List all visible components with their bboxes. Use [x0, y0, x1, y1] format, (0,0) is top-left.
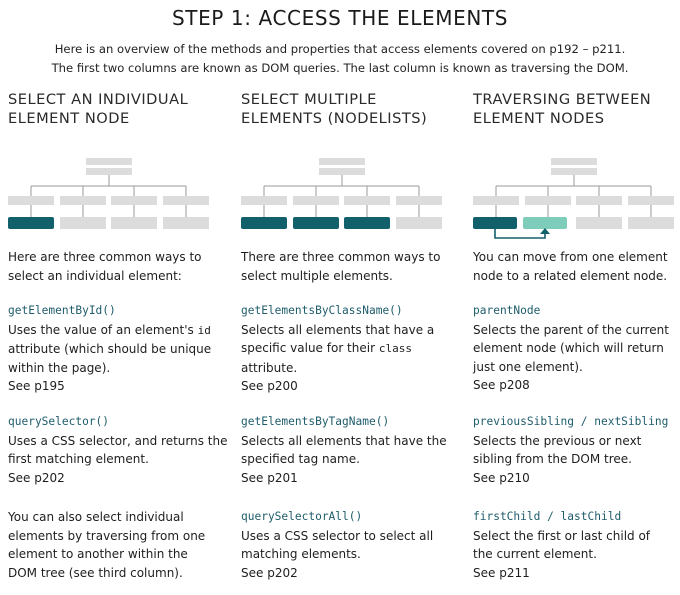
tree-node: [111, 196, 157, 205]
property-description: Selects the parent of the current elemen…: [473, 322, 669, 374]
heading-line-2: ELEMENT NODES: [473, 110, 605, 127]
column-heading: TRAVERSING BETWEEN ELEMENT NODES: [473, 90, 680, 130]
method-description: Uses a CSS selector, and returns the fir…: [8, 433, 228, 467]
property-name: parentNode: [473, 304, 541, 317]
property-name: firstChild / lastChild: [473, 510, 622, 523]
method-name: querySelector(): [8, 415, 110, 428]
arrow-head-icon: [540, 228, 550, 234]
tree-node-head: [86, 168, 132, 175]
page-reference: See p195: [8, 379, 65, 393]
heading-line-2: ELEMENT NODE: [8, 110, 130, 127]
page-title: STEP 1: ACCESS THE ELEMENTS: [171, 6, 509, 30]
property-entry-sibling: previousSibling / nextSibling Selects th…: [473, 413, 678, 487]
method-name: querySelectorAll(): [241, 510, 363, 523]
tree-node-selected: [241, 217, 287, 229]
tree-node-selected: [293, 217, 339, 229]
column-multiple: SELECT MULTIPLE ELEMENTS (NODELISTS): [241, 90, 463, 580]
traverse-arrow: [494, 229, 546, 239]
tree-node: [163, 217, 209, 229]
column-heading: SELECT MULTIPLE ELEMENTS (NODELISTS): [241, 90, 463, 130]
column-lead: There are three common ways to select mu…: [241, 250, 441, 283]
method-entry-getelementsbytagname: getElementsByTagName() Selects all eleme…: [241, 413, 451, 487]
heading-line-1: SELECT AN INDIVIDUAL: [8, 91, 189, 108]
property-description: Select the first or last child of the cu…: [473, 528, 651, 562]
tree-node: [111, 217, 157, 229]
page-reference: See p210: [473, 470, 530, 485]
property-description: Selects the previous or next sibling fro…: [473, 433, 642, 467]
column-lead: Here are three common ways to select an …: [8, 250, 202, 283]
heading-line-1: SELECT MULTIPLE: [241, 91, 377, 108]
dom-tree-svg: [241, 158, 442, 229]
traversal-note: You can also select individual elements …: [8, 508, 208, 582]
note-text: You can also select individual elements …: [8, 510, 206, 580]
method-description: Selects all elements that have the speci…: [241, 433, 447, 467]
tree-node-related: [523, 217, 567, 229]
heading-line-1: TRAVERSING BETWEEN: [473, 91, 652, 108]
dom-tree-diagram: [241, 148, 451, 248]
dom-tree-diagram: [473, 148, 680, 248]
page-reference: See p202: [241, 565, 298, 580]
method-description: Uses a CSS selector to select all matchi…: [241, 528, 434, 562]
intro-line-2: The first two columns are known as DOM q…: [51, 61, 629, 75]
tree-node-selected: [8, 217, 54, 229]
property-name: previousSibling / nextSibling: [473, 415, 669, 428]
page-reference: See p208: [473, 378, 530, 392]
method-entry-queryselector: querySelector() Uses a CSS selector, and…: [8, 413, 234, 487]
dom-tree-svg: [8, 158, 209, 229]
method-entry-queryselectorall: querySelectorAll() Uses a CSS selector t…: [241, 508, 446, 582]
tree-node: [60, 196, 106, 205]
dom-tree-diagram: [8, 148, 218, 248]
tree-node-current: [473, 217, 517, 229]
method-name: getElementsByClassName(): [241, 304, 403, 317]
page-reference: See p200: [241, 379, 298, 393]
page-reference: See p211: [473, 565, 530, 580]
intro-line-1: Here is an overview of the methods and p…: [54, 42, 626, 56]
tree-node-selected: [344, 217, 390, 229]
column-lead: You can move from one element node to a …: [473, 250, 668, 283]
column-individual: SELECT AN INDIVIDUAL ELEMENT NODE: [8, 90, 230, 580]
column-traversing: TRAVERSING BETWEEN ELEMENT NODES: [473, 90, 680, 580]
tree-node-root: [86, 158, 132, 165]
method-name: getElementById(): [8, 304, 116, 317]
property-entry-parentnode: parentNode Selects the parent of the cur…: [473, 302, 673, 395]
tree-node: [8, 196, 54, 205]
method-entry-getelementsbyclassname: getElementsByClassName() Selects all ele…: [241, 302, 446, 396]
page-reference: See p201: [241, 470, 298, 485]
method-name: getElementsByTagName(): [241, 415, 390, 428]
page-reference: See p202: [8, 470, 65, 485]
method-entry-getelementbyid: getElementById() Uses the value of an el…: [8, 302, 234, 396]
tree-node: [60, 217, 106, 229]
method-description: Uses the value of an element's id attrib…: [8, 322, 212, 375]
column-heading: SELECT AN INDIVIDUAL ELEMENT NODE: [8, 90, 230, 130]
method-description: Selects all elements that have a specifi…: [241, 322, 435, 375]
property-entry-child: firstChild / lastChild Select the first …: [473, 508, 673, 582]
dom-tree-svg: [473, 158, 674, 239]
intro-text: Here is an overview of the methods and p…: [0, 40, 680, 78]
tree-node: [163, 196, 209, 205]
heading-line-2: ELEMENTS (NODELISTS): [241, 110, 428, 127]
